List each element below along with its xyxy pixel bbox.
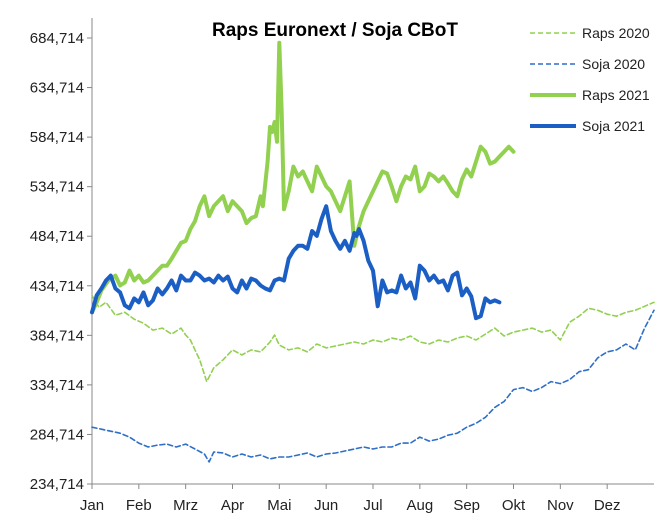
x-tick-label: Mrz xyxy=(173,497,198,514)
x-tick-label: Jul xyxy=(363,497,382,514)
y-tick-label: 284,714 xyxy=(30,426,84,443)
x-tick-label: Feb xyxy=(126,497,152,514)
y-tick-label: 584,714 xyxy=(30,129,84,146)
series-lines xyxy=(90,40,655,463)
x-tick-label: Jan xyxy=(80,497,104,514)
x-tick-label: Sep xyxy=(453,497,480,514)
x-tick-label: Aug xyxy=(406,497,433,514)
y-tick-labels: 234,714 284,714 334,714 384,714 434,714 484,7… xyxy=(30,30,92,493)
x-tick-label: Dez xyxy=(594,497,621,514)
x-tick-label: Apr xyxy=(221,497,244,514)
legend: Raps 2020 Soja 2020 Raps 2021 Soja 2021 xyxy=(530,25,650,134)
legend-label: Soja 2021 xyxy=(582,118,645,134)
series-line-soja-2020 xyxy=(91,309,655,463)
legend-label: Raps 2021 xyxy=(582,87,650,103)
y-tick-label: 234,714 xyxy=(30,476,84,493)
y-tick-label: 534,714 xyxy=(30,179,84,196)
x-tick-label: Jun xyxy=(314,497,338,514)
x-tick-label: Okt xyxy=(502,497,526,514)
y-tick-label: 384,714 xyxy=(30,327,84,344)
y-tick-label: 334,714 xyxy=(30,377,84,394)
x-tick-labels: Jan Feb Mrz Apr Mai Jun Jul Aug Sep Okt Nov Dez xyxy=(80,484,621,514)
y-tick-label: 484,714 xyxy=(30,228,84,245)
series-line-soja-2021 xyxy=(90,204,502,321)
y-tick-label: 634,714 xyxy=(30,80,84,97)
x-tick-label: Mai xyxy=(267,497,291,514)
x-tick-label: Nov xyxy=(547,497,574,514)
chart-title: Raps Euronext / Soja CBoT xyxy=(212,20,458,41)
series-line-raps-2021 xyxy=(90,40,516,315)
y-tick-label: 684,714 xyxy=(30,30,84,47)
series-line-raps-2020 xyxy=(91,294,655,383)
legend-label: Raps 2020 xyxy=(582,25,650,41)
y-tick-label: 434,714 xyxy=(30,278,84,295)
legend-label: Soja 2020 xyxy=(582,56,645,72)
